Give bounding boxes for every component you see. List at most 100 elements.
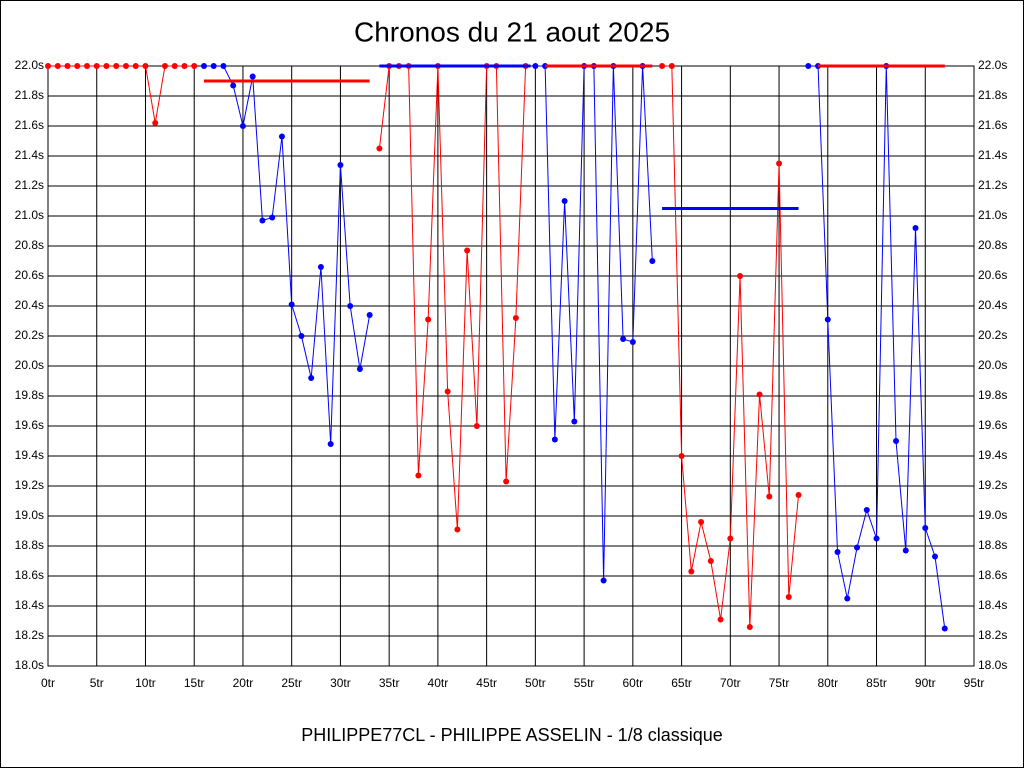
y-tick-label: 18.0s xyxy=(15,658,44,672)
x-tick-label: 10tr xyxy=(135,676,156,690)
point xyxy=(93,63,100,69)
point xyxy=(834,549,841,555)
y2-tick-label: 19.6s xyxy=(978,418,1007,432)
y-tick-label: 18.4s xyxy=(15,598,44,612)
point xyxy=(327,441,334,447)
point xyxy=(668,63,675,69)
y-tick-label: 20.2s xyxy=(15,328,44,342)
y-tick-label: 21.2s xyxy=(15,178,44,192)
point xyxy=(503,478,510,485)
x-tick-label: 5tr xyxy=(90,676,104,690)
y2-tick-label: 21.4s xyxy=(978,148,1007,162)
y2-tick-label: 18.2s xyxy=(978,628,1007,642)
y-tick-label: 18.6s xyxy=(15,568,44,582)
point xyxy=(727,535,734,542)
point xyxy=(756,391,763,398)
y2-tick-label: 19.0s xyxy=(978,508,1007,522)
point xyxy=(103,63,110,69)
x-tick-label: 55tr xyxy=(574,676,595,690)
point xyxy=(512,315,519,321)
x-tick-label: 40tr xyxy=(428,676,449,690)
point xyxy=(132,63,139,69)
point xyxy=(912,225,919,231)
y2-tick-label: 20.8s xyxy=(978,238,1007,252)
point xyxy=(746,624,753,630)
x-tick-label: 90tr xyxy=(915,676,936,690)
point xyxy=(600,577,607,584)
point xyxy=(551,436,558,443)
y2-tick-label: 18.6s xyxy=(978,568,1007,582)
x-tick-label: 15tr xyxy=(184,676,205,690)
point xyxy=(152,120,159,126)
point xyxy=(795,492,802,498)
y-tick-label: 18.8s xyxy=(15,538,44,552)
point xyxy=(249,73,256,80)
point xyxy=(317,264,324,270)
point xyxy=(717,616,724,623)
point xyxy=(649,258,656,264)
point xyxy=(659,63,666,69)
point xyxy=(688,568,695,575)
y2-tick-label: 20.0s xyxy=(978,358,1007,372)
y-tick-label: 19.4s xyxy=(15,448,44,462)
point xyxy=(181,63,188,69)
point xyxy=(415,472,422,479)
point xyxy=(707,558,714,564)
point xyxy=(220,63,227,69)
y2-tick-label: 19.4s xyxy=(978,448,1007,462)
point xyxy=(464,247,471,254)
y-tick-label: 20.8s xyxy=(15,238,44,252)
point xyxy=(64,63,71,69)
y2-tick-label: 20.6s xyxy=(978,268,1007,282)
y2-tick-label: 20.2s xyxy=(978,328,1007,342)
x-tick-label: 45tr xyxy=(476,676,497,690)
point xyxy=(191,63,198,69)
point xyxy=(873,535,880,542)
x-axis-label: PHILIPPE77CL - PHILIPPE ASSELIN - 1/8 cl… xyxy=(301,725,723,745)
point xyxy=(259,217,266,224)
point xyxy=(620,336,627,342)
point xyxy=(932,553,939,560)
point xyxy=(776,160,783,167)
point xyxy=(288,301,295,308)
y2-tick-label: 21.2s xyxy=(978,178,1007,192)
point xyxy=(230,82,237,89)
point xyxy=(74,63,81,69)
point xyxy=(210,63,217,69)
point xyxy=(425,316,432,323)
point xyxy=(366,312,373,318)
x-tick-label: 75tr xyxy=(769,676,790,690)
x-tick-label: 0tr xyxy=(41,676,55,690)
y-tick-label: 20.6s xyxy=(15,268,44,282)
point xyxy=(356,366,363,372)
x-tick-label: 30tr xyxy=(330,676,351,690)
y-tick-label: 19.6s xyxy=(15,418,44,432)
y2-tick-label: 22.0s xyxy=(978,58,1007,72)
point xyxy=(854,544,861,551)
x-tick-label: 35tr xyxy=(379,676,400,690)
point xyxy=(142,63,149,69)
y-tick-label: 18.2s xyxy=(15,628,44,642)
y-tick-label: 21.6s xyxy=(15,118,44,132)
point xyxy=(161,63,168,69)
point xyxy=(113,63,120,69)
point xyxy=(269,214,276,221)
point xyxy=(239,123,246,129)
point xyxy=(278,133,285,140)
y2-tick-label: 18.8s xyxy=(978,538,1007,552)
point xyxy=(83,63,90,69)
x-tick-label: 65tr xyxy=(671,676,692,690)
point xyxy=(54,63,61,69)
y2-tick-label: 19.2s xyxy=(978,478,1007,492)
point xyxy=(893,438,900,444)
y-tick-label: 22.0s xyxy=(15,58,44,72)
x-tick-label: 25tr xyxy=(281,676,302,690)
point xyxy=(561,198,568,204)
point xyxy=(298,333,305,339)
x-tick-label: 50tr xyxy=(525,676,546,690)
point xyxy=(171,63,178,69)
point xyxy=(571,418,578,425)
y-tick-label: 19.2s xyxy=(15,478,44,492)
point xyxy=(308,375,315,381)
